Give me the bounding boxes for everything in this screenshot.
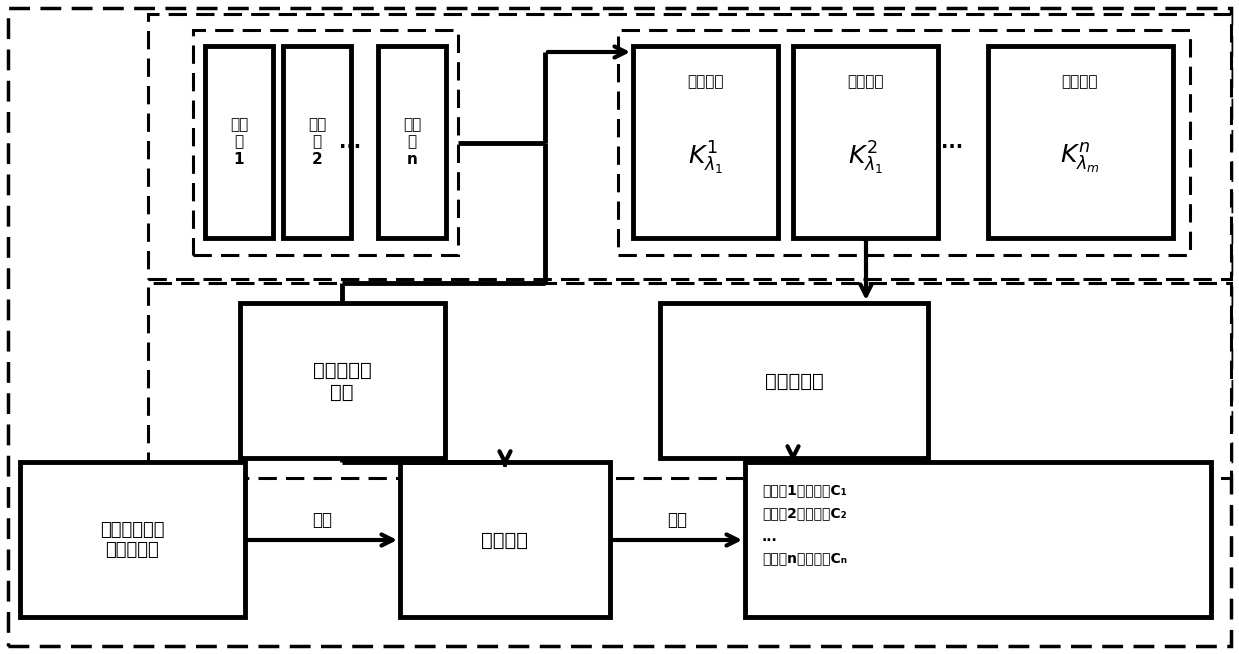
Text: 中心工作站: 中心工作站 [764,371,824,390]
Text: ...: ... [940,133,963,152]
Bar [147,283,1232,478]
Text: 颊粒特1质量浓度C₁: 颊粒特1质量浓度C₁ [762,483,846,497]
Text: 颊粒特2质量浓度C₂: 颊粒特2质量浓度C₂ [762,506,846,520]
Bar [987,46,1173,238]
Text: $K_{\lambda_m}^{n}$: $K_{\lambda_m}^{n}$ [1061,141,1100,175]
Bar [400,462,610,617]
Bar [793,46,938,238]
Bar [20,462,245,617]
Text: 颊粒
物
1: 颊粒 物 1 [230,117,248,167]
Bar [660,303,928,458]
Bar [147,14,1232,279]
Bar [378,46,446,238]
Text: ...: ... [339,133,361,152]
Text: 待测的多类型
混合颊粒物: 待测的多类型 混合颊粒物 [100,521,165,559]
Text: 解耦: 解耦 [667,511,686,529]
Text: 颊粒
物
2: 颊粒 物 2 [307,117,326,167]
Text: 散射信号: 散射信号 [482,530,529,549]
Text: 散射系数: 散射系数 [847,75,885,90]
Text: ...: ... [762,530,778,544]
Bar [240,303,445,458]
Text: 颊粒特n质量浓度Cₙ: 颊粒特n质量浓度Cₙ [762,551,847,565]
Text: 探测: 探测 [312,511,332,529]
Bar [633,46,778,238]
Bar [618,30,1189,255]
Text: $K_{\lambda_1}^{2}$: $K_{\lambda_1}^{2}$ [849,139,883,177]
Text: 散射系数: 散射系数 [688,75,725,90]
Bar [204,46,273,238]
Text: $K_{\lambda_1}^{1}$: $K_{\lambda_1}^{1}$ [689,139,724,177]
Bar [193,30,458,255]
Text: 光散射测量
装置: 光散射测量 装置 [312,360,372,402]
Bar [745,462,1211,617]
Text: 颊粒
物
n: 颊粒 物 n [403,117,421,167]
Bar [282,46,351,238]
Text: 散射系数: 散射系数 [1062,75,1098,90]
